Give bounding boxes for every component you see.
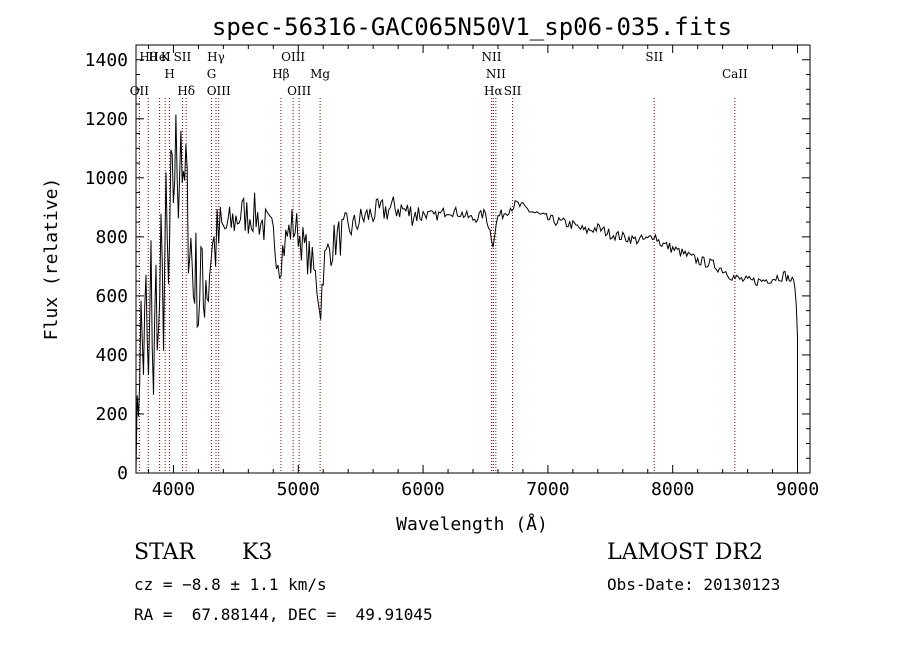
x-tick-label: 6000 (401, 479, 444, 500)
survey-label: LAMOST DR2 (607, 540, 763, 565)
line-label: Hδ (177, 84, 195, 98)
line-label: K (161, 50, 171, 64)
coordinates-text: RA = 67.88144, DEC = 49.91045 (134, 605, 433, 624)
emission-line-labels: OIIHθHeIKHSIIHδHγGOIIIHβOIIIOIIIMgNIINII… (130, 50, 748, 98)
y-tick-label: 600 (95, 286, 128, 307)
x-tick-label: 8000 (651, 479, 694, 500)
line-label: OIII (207, 84, 231, 98)
line-label: HeI (148, 50, 171, 64)
line-label: NII (481, 50, 501, 64)
x-tick-label: 7000 (526, 479, 569, 500)
emission-line-markers (138, 98, 736, 473)
class-label: STAR (134, 540, 195, 565)
line-label: Hα (484, 84, 503, 98)
line-label: SII (174, 50, 192, 64)
subclass-label: K3 (242, 540, 273, 565)
y-tick-label: 0 (117, 463, 128, 484)
line-label: Hβ (272, 67, 289, 81)
y-axis-ticks: 0 200 400 600 800 1000 1200 1400 (85, 50, 810, 484)
spectrum-line (135, 114, 798, 474)
x-tick-label: 4000 (152, 479, 195, 500)
plot-frame (135, 44, 811, 474)
line-label: SII (645, 50, 663, 64)
redshift-text: cz = −8.8 ± 1.1 km/s (134, 575, 327, 594)
chart-title: spec-56316-GAC065N50V1_sp06-035.fits (212, 13, 732, 41)
line-label: Mg (310, 67, 330, 81)
y-tick-label: 400 (95, 345, 128, 366)
line-label: Hθ (139, 50, 157, 64)
line-label: NII (486, 67, 506, 81)
y-tick-label: 200 (95, 404, 128, 425)
y-axis-label: Flux (relative) (41, 178, 62, 341)
line-label: OII (130, 84, 150, 98)
x-axis-label: Wavelength (Å) (396, 513, 548, 535)
line-label: G (207, 67, 217, 81)
line-label: OIII (287, 84, 311, 98)
line-label: Hγ (207, 50, 225, 64)
line-label: OIII (281, 50, 305, 64)
x-tick-label: 5000 (277, 479, 320, 500)
line-label: H (164, 67, 174, 81)
y-tick-label: 1200 (85, 109, 128, 130)
x-axis-ticks: 4000 5000 6000 7000 8000 9000 (147, 45, 819, 500)
x-tick-label: 9000 (776, 479, 819, 500)
line-label: CaII (722, 67, 748, 81)
line-label: SII (504, 84, 522, 98)
y-tick-label: 1400 (85, 50, 128, 71)
y-tick-label: 1000 (85, 168, 128, 189)
y-tick-label: 800 (95, 227, 128, 248)
obs-date-text: Obs-Date: 20130123 (607, 575, 781, 594)
